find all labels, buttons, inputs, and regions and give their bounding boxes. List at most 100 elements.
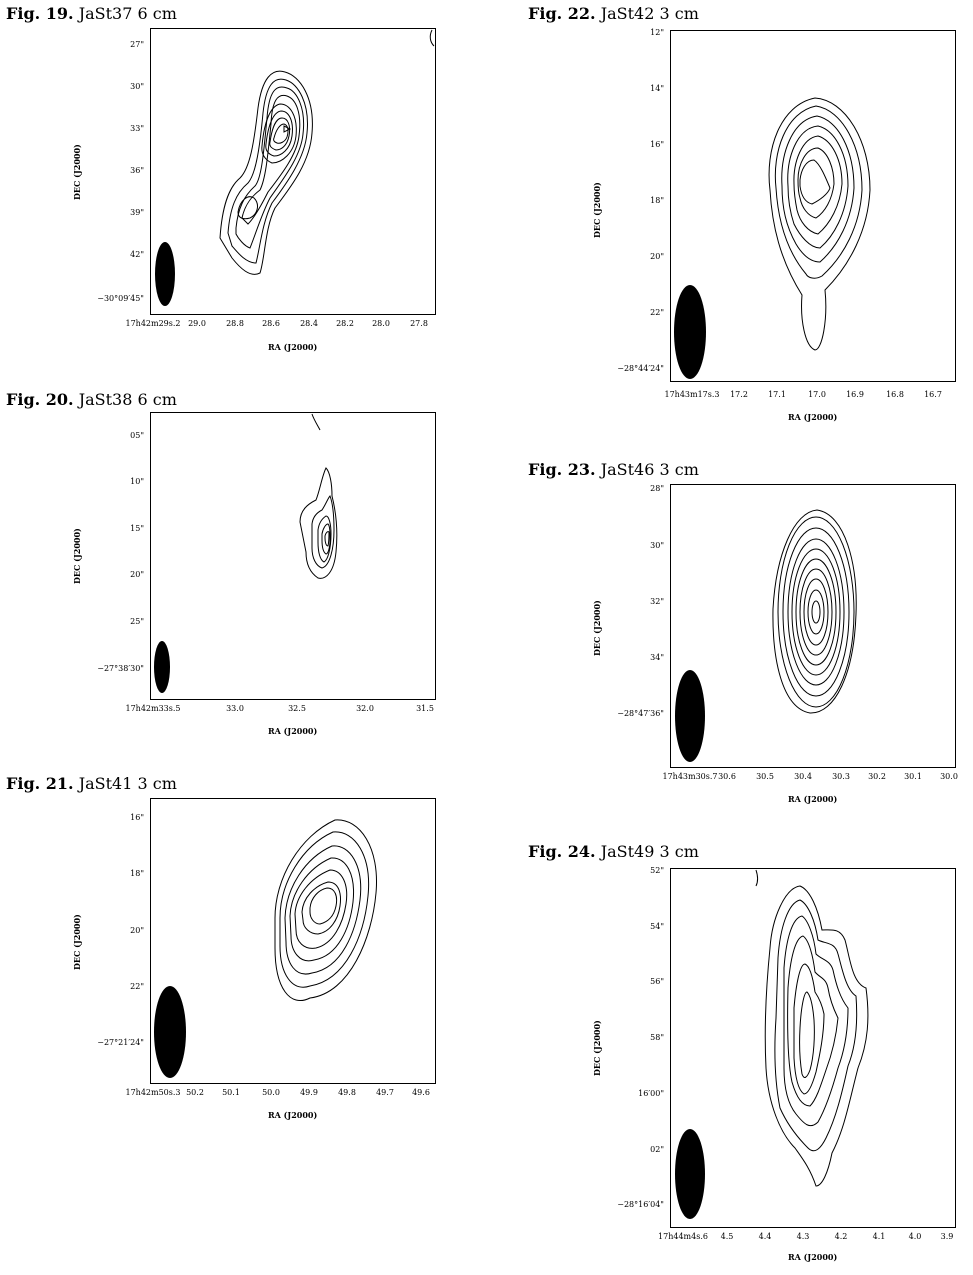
caption-number: Fig. 24. <box>528 842 596 861</box>
ytick: 54" <box>650 922 664 931</box>
caption-title: JaSt46 3 cm <box>600 460 699 479</box>
contour-map <box>155 29 435 306</box>
caption-number: Fig. 19. <box>6 4 74 23</box>
ytick: −27°38′30" <box>97 664 144 673</box>
caption-title: JaSt49 3 cm <box>600 842 699 861</box>
ytick: 32" <box>650 597 664 606</box>
caption-fig-24: Fig. 24. JaSt49 3 cm <box>528 842 699 861</box>
xtick: 4.4 <box>758 1232 772 1241</box>
xtick: 16.9 <box>846 390 864 399</box>
caption-title: JaSt37 6 cm <box>78 4 177 23</box>
ytick: 18" <box>650 196 664 205</box>
ytick: 39" <box>130 208 144 217</box>
beam-ellipse <box>674 285 706 379</box>
xtick: 16.7 <box>924 390 942 399</box>
caption-number: Fig. 22. <box>528 4 596 23</box>
plot-frame <box>670 868 956 1228</box>
xtick: 32.5 <box>288 704 306 713</box>
x-axis-label: RA (J2000) <box>268 1110 318 1120</box>
xtick: 49.6 <box>412 1088 430 1097</box>
xtick: 30.2 <box>868 772 886 781</box>
contour-map <box>675 869 869 1219</box>
xtick: 4.0 <box>908 1232 922 1241</box>
plot-frame <box>150 798 436 1084</box>
caption-title: JaSt42 3 cm <box>600 4 699 23</box>
xtick: 28.0 <box>372 319 390 328</box>
ytick: 33" <box>130 124 144 133</box>
ytick: −28°16′04" <box>617 1200 664 1209</box>
ytick: 16′00" <box>638 1089 664 1098</box>
xtick: 16.8 <box>886 390 904 399</box>
caption-number: Fig. 23. <box>528 460 596 479</box>
x-axis-label: RA (J2000) <box>788 794 838 804</box>
xtick: 31.5 <box>416 704 434 713</box>
caption-title: JaSt41 3 cm <box>78 774 177 793</box>
plot-frame <box>670 484 956 768</box>
plot-frame <box>150 28 436 315</box>
ytick: 16" <box>130 813 144 822</box>
ytick: 10" <box>130 477 144 486</box>
ytick: −28°47′36" <box>617 709 664 718</box>
contour-map <box>674 97 871 379</box>
ytick: 05" <box>130 431 144 440</box>
xtick: 49.9 <box>300 1088 318 1097</box>
y-axis-label: DEC (J2000) <box>72 144 82 200</box>
caption-fig-20: Fig. 20. JaSt38 6 cm <box>6 390 177 409</box>
ytick: 14" <box>650 84 664 93</box>
ytick: 36" <box>130 166 144 175</box>
ytick: 18" <box>130 869 144 878</box>
caption-number: Fig. 20. <box>6 390 74 409</box>
contour-map <box>675 509 857 762</box>
x-axis-label: RA (J2000) <box>268 342 318 352</box>
xtick: 17.0 <box>808 390 826 399</box>
xtick: 33.0 <box>226 704 244 713</box>
xtick: 4.1 <box>872 1232 886 1241</box>
x-axis-label: RA (J2000) <box>268 726 318 736</box>
ytick: 22" <box>650 308 664 317</box>
xtick: 50.0 <box>262 1088 280 1097</box>
ytick: −27°21′24" <box>97 1038 144 1047</box>
caption-fig-19: Fig. 19. JaSt37 6 cm <box>6 4 177 23</box>
ytick: 02" <box>650 1145 664 1154</box>
beam-ellipse <box>675 1129 705 1219</box>
ytick: 56" <box>650 977 664 986</box>
y-axis-label: DEC (J2000) <box>592 600 602 656</box>
xtick: 17.1 <box>768 390 786 399</box>
ytick: −28°44′24" <box>617 364 664 373</box>
xtick: 4.2 <box>834 1232 848 1241</box>
plot-frame <box>670 30 956 382</box>
y-axis-label: DEC (J2000) <box>592 182 602 238</box>
ytick: 52" <box>650 866 664 875</box>
xtick: 17h44m4s.6 <box>658 1232 708 1241</box>
xtick: 32.0 <box>356 704 374 713</box>
xtick: 3.9 <box>940 1232 954 1241</box>
xtick: 49.8 <box>338 1088 356 1097</box>
xtick: 30.1 <box>904 772 922 781</box>
xtick: 30.0 <box>940 772 958 781</box>
y-axis-label: DEC (J2000) <box>72 528 82 584</box>
ytick: 27" <box>130 40 144 49</box>
caption-number: Fig. 21. <box>6 774 74 793</box>
ytick: 25" <box>130 617 144 626</box>
ytick: 20" <box>130 926 144 935</box>
xtick: 17h42m29s.2 <box>125 319 181 328</box>
xtick: 17h43m17s.3 <box>664 390 720 399</box>
caption-title: JaSt38 6 cm <box>78 390 177 409</box>
ytick: 20" <box>130 570 144 579</box>
caption-fig-23: Fig. 23. JaSt46 3 cm <box>528 460 699 479</box>
xtick: 4.5 <box>720 1232 734 1241</box>
xtick: 49.7 <box>376 1088 394 1097</box>
y-axis-label: DEC (J2000) <box>72 914 82 970</box>
caption-fig-22: Fig. 22. JaSt42 3 cm <box>528 4 699 23</box>
xtick: 28.4 <box>300 319 318 328</box>
xtick: 28.6 <box>262 319 280 328</box>
ytick: 22" <box>130 982 144 991</box>
x-axis-label: RA (J2000) <box>788 1252 838 1262</box>
contour-map <box>154 413 338 693</box>
ytick: 28" <box>650 484 664 493</box>
xtick: 50.1 <box>222 1088 240 1097</box>
beam-ellipse <box>155 242 175 306</box>
ytick: 42" <box>130 250 144 259</box>
beam-ellipse <box>154 641 170 693</box>
ytick: 58" <box>650 1033 664 1042</box>
